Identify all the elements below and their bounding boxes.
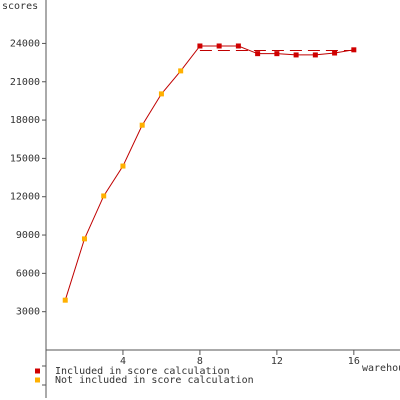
point: [101, 193, 107, 199]
point: [312, 52, 318, 58]
x-tick-label: 12: [271, 356, 283, 367]
y-tick-label: 12000: [10, 192, 40, 203]
legend-marker: [35, 377, 40, 383]
x-axis-label: warehouses: [362, 363, 400, 374]
point: [255, 51, 261, 57]
y-tick-label: 6000: [16, 268, 40, 279]
point: [235, 43, 241, 49]
point: [178, 68, 184, 74]
point: [158, 91, 164, 97]
y-tick-label: 18000: [10, 115, 40, 126]
point: [81, 236, 87, 242]
legend-label: Not included in score calculation: [55, 375, 254, 386]
point: [139, 122, 145, 128]
point: [293, 52, 299, 58]
y-tick-label: 3000: [16, 307, 40, 318]
x-tick-label: 8: [197, 356, 203, 367]
y-tick-label: 21000: [10, 77, 40, 88]
point: [332, 50, 338, 56]
point: [197, 43, 203, 49]
point: [120, 163, 126, 169]
y-tick-label: 9000: [16, 230, 40, 241]
point: [62, 297, 68, 303]
legend-marker: [35, 368, 40, 374]
x-tick-label: 4: [120, 356, 126, 367]
point: [274, 51, 280, 57]
legend-label: Included in score calculation: [55, 366, 230, 377]
point: [351, 47, 357, 53]
y-tick-label: 24000: [10, 38, 40, 49]
y-axis-label: scores: [2, 1, 38, 12]
y-tick-label: 15000: [10, 153, 40, 164]
score-line: [64, 45, 354, 301]
point: [216, 43, 222, 49]
x-tick-label: 16: [348, 356, 360, 367]
